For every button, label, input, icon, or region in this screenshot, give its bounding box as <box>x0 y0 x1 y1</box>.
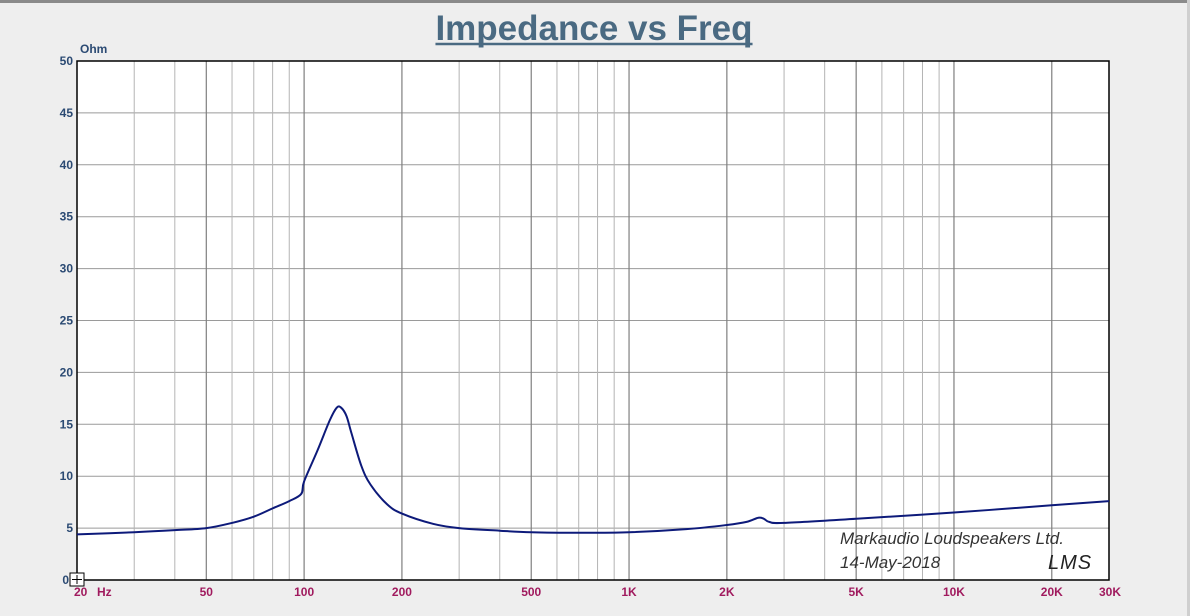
x-tick-label-3: 200 <box>392 585 412 599</box>
x-axis-unit-label: Hz <box>97 585 112 599</box>
y-tick-label-5: 30 <box>60 262 74 276</box>
y-axis-unit-label: Ohm <box>80 42 107 56</box>
annotation-company: Markaudio Loudspeakers Ltd. <box>840 529 1064 548</box>
chart-title: Impedance vs Freq <box>435 9 752 48</box>
y-tick-label-0: 0 <box>62 573 69 587</box>
x-tick-label-0: 20 <box>74 585 88 599</box>
grid-lines <box>77 61 1109 580</box>
annotation-date: 14-May-2018 <box>840 553 941 572</box>
plot-border <box>76 60 1110 581</box>
x-tick-label-9: 20K <box>1041 585 1063 599</box>
x-tick-label-8: 10K <box>943 585 965 599</box>
y-axis-ticks: 5 10 15 20 25 30 35 40 45 50 <box>60 54 74 535</box>
window-top-border <box>0 0 1190 3</box>
x-axis-ticks: 20 50 100 200 500 1K 2K 5K 10K 20K 30K <box>74 585 1121 599</box>
x-tick-label-6: 2K <box>719 585 735 599</box>
y-tick-label-7: 40 <box>60 158 74 172</box>
y-tick-label-0: 5 <box>66 521 73 535</box>
y-tick-label-4: 25 <box>60 314 74 328</box>
x-tick-label-2: 100 <box>294 585 314 599</box>
x-tick-label-10: 30K <box>1099 585 1121 599</box>
y-tick-label-3: 20 <box>60 365 74 379</box>
x-tick-label-7: 5K <box>848 585 864 599</box>
lms-logo: LMS <box>1048 552 1092 574</box>
impedance-series <box>76 405 1110 536</box>
cursor-crosshair-icon[interactable] <box>69 572 85 587</box>
series-line-0 <box>76 405 1110 536</box>
y-tick-label-2: 15 <box>60 417 74 431</box>
x-tick-label-5: 1K <box>621 585 637 599</box>
window-right-border <box>1187 0 1190 616</box>
x-tick-label-1: 50 <box>200 585 214 599</box>
x-tick-label-4: 500 <box>521 585 541 599</box>
y-tick-label-6: 35 <box>60 210 74 224</box>
y-tick-label-1: 10 <box>60 469 74 483</box>
y-tick-label-9: 50 <box>60 54 74 68</box>
y-tick-label-8: 45 <box>60 106 74 120</box>
